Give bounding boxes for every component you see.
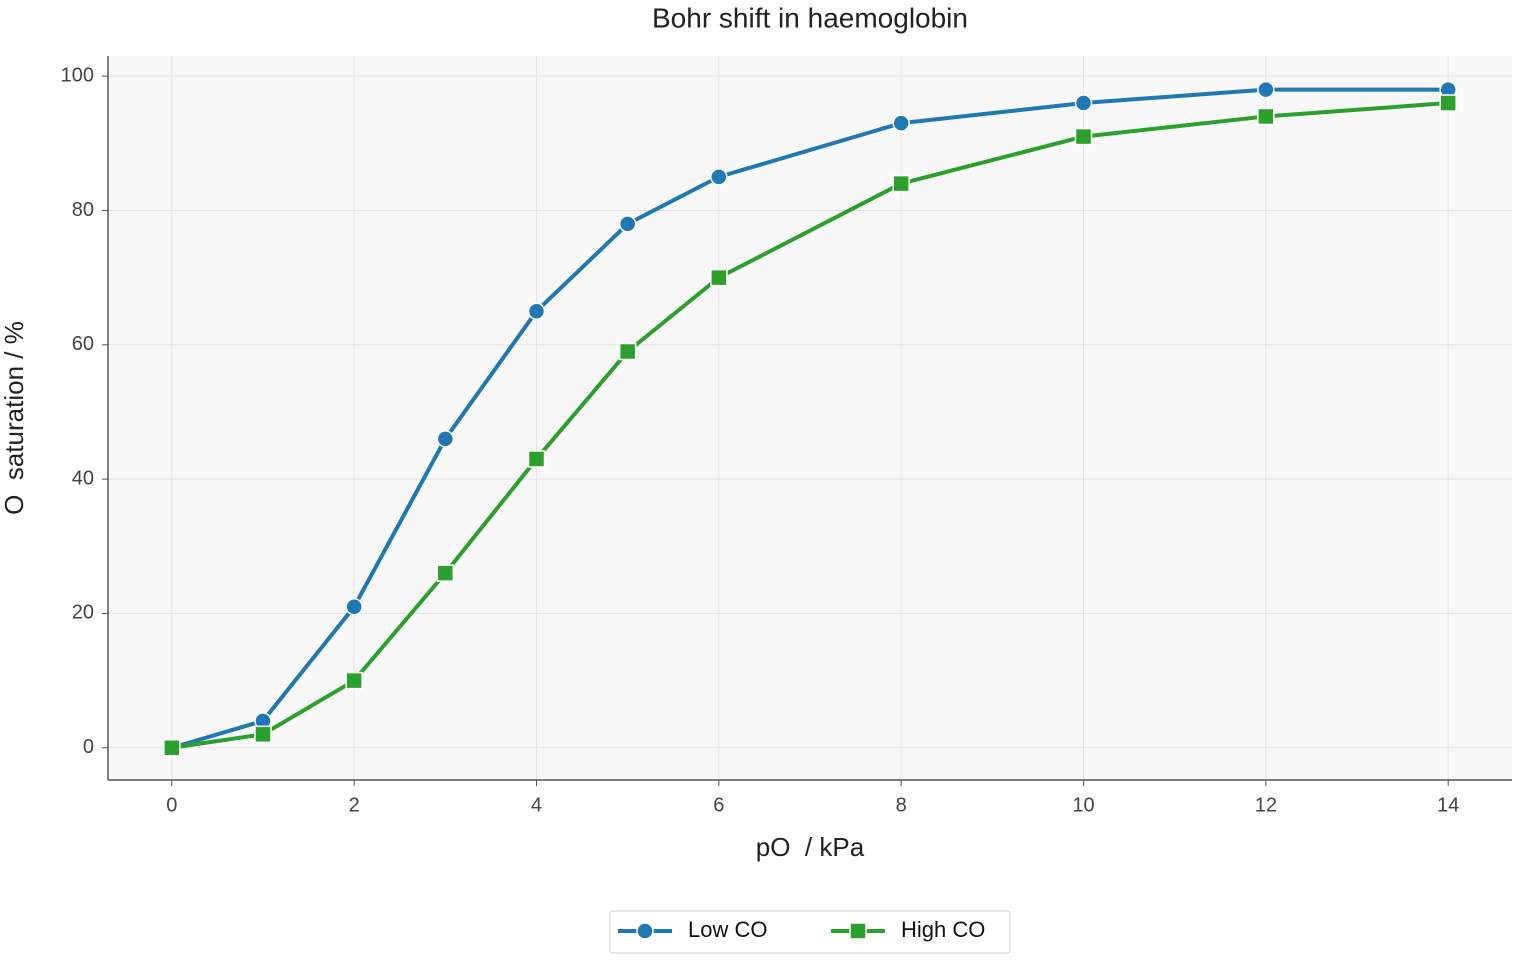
marker: [163, 739, 181, 757]
y-tick-label: 20: [72, 602, 94, 624]
y-tick-label: 40: [72, 467, 94, 489]
marker: [345, 671, 363, 690]
marker: [892, 114, 910, 132]
y-tick-label: 80: [72, 199, 94, 221]
marker: [1439, 94, 1457, 112]
y-tick-label: 100: [61, 64, 94, 86]
marker: [527, 302, 546, 320]
y-tick-label: 0: [83, 736, 94, 758]
plot-area: [108, 56, 1512, 780]
marker: [710, 268, 728, 287]
legend-label: High CO: [901, 917, 985, 942]
marker: [892, 174, 910, 193]
x-axis-label: pO / kPa: [756, 832, 865, 862]
y-tick-label: 60: [72, 333, 94, 355]
x-tick-label: 8: [896, 794, 907, 816]
marker: [527, 450, 546, 468]
legend: [609, 910, 1011, 954]
x-tick-label: 0: [166, 794, 177, 816]
marker: [849, 922, 867, 940]
marker: [710, 168, 728, 186]
x-tick-label: 14: [1437, 794, 1459, 816]
plot: [163, 80, 1457, 757]
marker: [1257, 107, 1275, 126]
marker: [618, 215, 637, 233]
marker: [1257, 80, 1275, 99]
x-tick-label: 6: [713, 794, 724, 816]
legend-label: Low CO: [688, 917, 767, 942]
marker: [1074, 94, 1093, 112]
x-tick-label: 4: [531, 794, 542, 816]
marker: [436, 564, 455, 582]
marker: [345, 597, 363, 616]
marker: [636, 922, 654, 940]
x-tick-label: 2: [349, 794, 360, 816]
marker: [436, 430, 455, 448]
x-tick-label: 10: [1072, 794, 1094, 816]
marker: [254, 725, 272, 744]
marker: [618, 342, 637, 361]
y-axis-label: O saturation / %: [0, 321, 29, 515]
series: [163, 94, 1457, 757]
chart-title: Bohr shift in haemoglobin: [652, 2, 968, 33]
marker: [1074, 127, 1093, 146]
x-tick-label: 12: [1255, 794, 1277, 816]
